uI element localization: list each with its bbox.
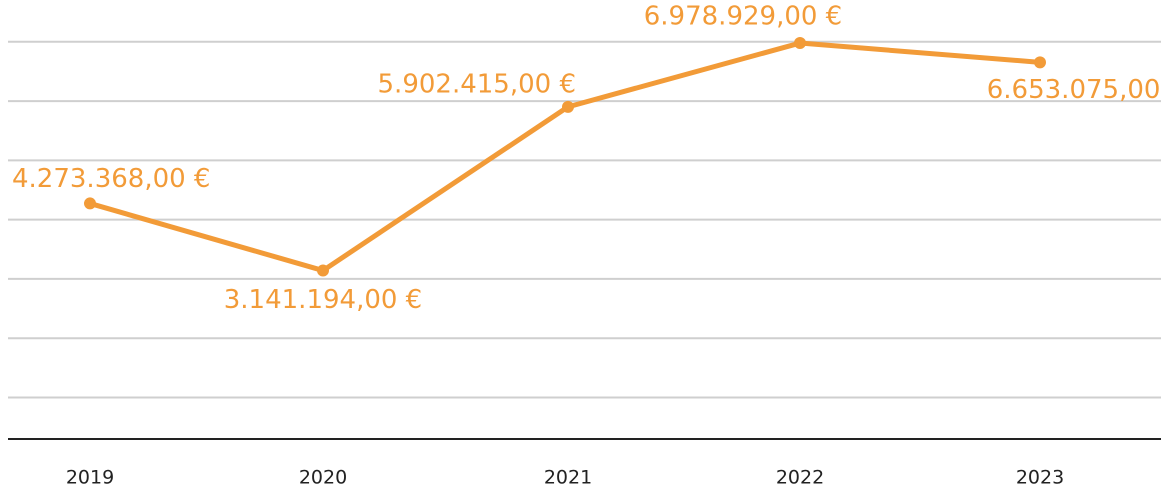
point (1034, 56, 1046, 69)
data-label: 5.902.415,00 € (378, 69, 576, 99)
x-tick-label: 2020 (299, 467, 347, 489)
data-label: 3.141.194,00 € (224, 285, 422, 315)
data-label: 4.273.368,00 € (12, 164, 210, 194)
x-tick-label: 2019 (66, 467, 114, 489)
point (84, 197, 96, 210)
x-tick-label: 2023 (1016, 467, 1064, 489)
x-tick-label: 2021 (544, 467, 592, 489)
x-tick-label: 2022 (776, 467, 824, 489)
data-label: 6.653.075,00 € (987, 75, 1161, 105)
point (562, 100, 574, 113)
point (317, 264, 329, 277)
data-label: 6.978.929,00 € (644, 2, 842, 32)
point (794, 37, 806, 50)
